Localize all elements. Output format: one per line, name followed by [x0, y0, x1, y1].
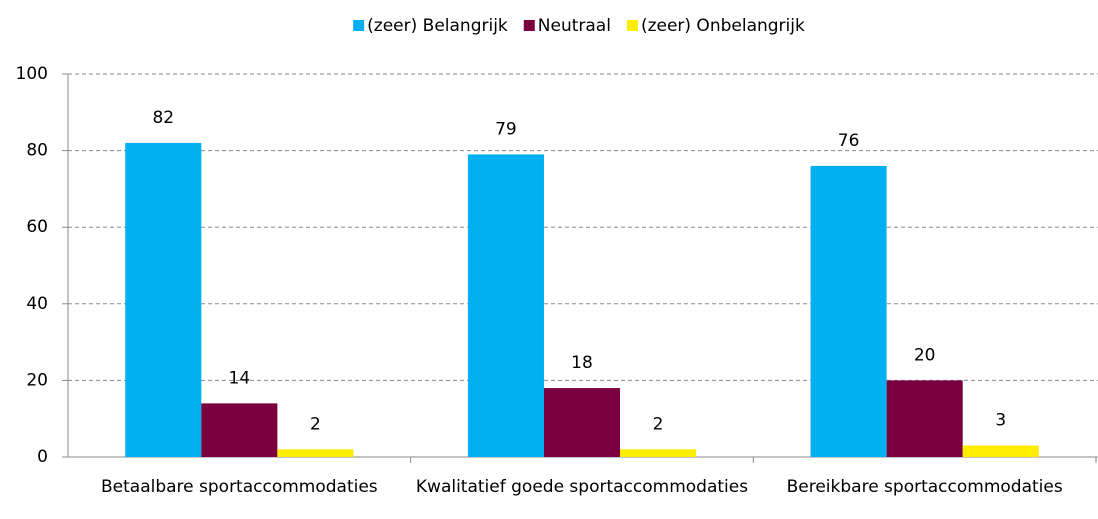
- value-label: 20: [914, 345, 936, 365]
- value-label: 2: [653, 414, 664, 434]
- y-tick-label: 60: [26, 217, 48, 237]
- value-label: 18: [571, 353, 593, 373]
- y-tick-label: 80: [26, 141, 48, 161]
- bar: [201, 403, 278, 457]
- bar: [125, 142, 202, 457]
- y-tick-label: 100: [16, 64, 48, 84]
- x-tick-label: Kwalitatief goede sportaccommodaties: [416, 477, 748, 497]
- x-tick-label: Betaalbare sportaccommodaties: [101, 477, 378, 497]
- y-tick-label: 20: [26, 370, 48, 390]
- y-tick-label: 40: [26, 294, 48, 314]
- bar: [962, 445, 1039, 457]
- bar: [886, 380, 963, 457]
- x-tick-label: Bereikbare sportaccommodaties: [787, 477, 1063, 497]
- legend-label: (zeer) Onbelangrijk: [641, 16, 805, 36]
- bar: [620, 449, 697, 457]
- bar: [277, 449, 354, 457]
- legend-label: (zeer) Belangrijk: [367, 16, 508, 36]
- legend-swatch: [353, 20, 365, 31]
- value-label: 14: [229, 368, 251, 388]
- bar: [810, 165, 887, 458]
- value-label: 76: [838, 131, 860, 151]
- legend-label: Neutraal: [538, 16, 611, 36]
- value-label: 2: [310, 414, 321, 434]
- legend-swatch: [523, 20, 535, 31]
- value-label: 79: [495, 119, 517, 139]
- value-label: 82: [152, 108, 174, 128]
- legend-swatch: [626, 20, 638, 31]
- y-tick-label: 0: [37, 447, 48, 467]
- value-label: 3: [995, 411, 1006, 431]
- bar: [467, 154, 544, 457]
- bar: [543, 388, 621, 457]
